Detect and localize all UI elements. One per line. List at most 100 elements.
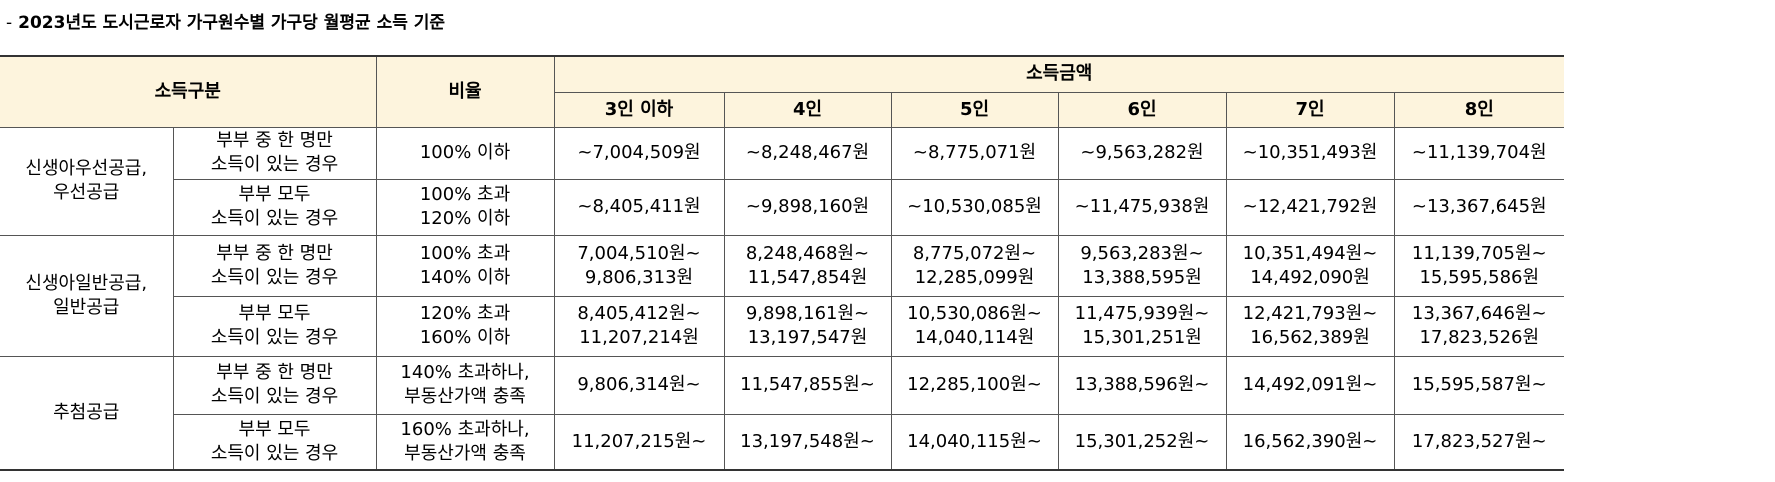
amount-cell: 9,563,283원~ 13,388,595원 [1057,234,1227,297]
cell-line: 15,595,586원 [1419,266,1540,288]
ratio-cell: 100% 초과 140% 이하 [375,234,555,297]
sub-category: 부부 중 한 명만 소득이 있는 경우 [172,355,377,415]
group-name: 신생아우선공급, 우선공급 [0,126,174,236]
cell-line: 소득이 있는 경우 [210,442,339,464]
cell-line: 17,823,526원 [1419,327,1540,348]
amount-cell: 13,388,596원~ [1057,355,1227,415]
cell-line: 일반공급 [53,296,120,318]
ratio-cell: 160% 초과하나, 부동산가액 충족 [375,413,555,471]
cell-line: 부부 중 한 명만 [216,362,333,383]
cell-line: ~10,351,493원 [1242,142,1378,163]
cell-line: 13,388,595원 [1082,266,1202,288]
amount-cell: 8,775,072원~ 12,285,099원 [890,234,1059,297]
amount-cell: 13,367,646원~ 17,823,526원 [1393,295,1564,357]
amount-cell: 10,351,494원~ 14,492,090원 [1225,234,1395,297]
cell-line: ~8,248,467원 [745,142,870,163]
cell-line: 16,562,389원 [1250,327,1370,348]
cell-line: 11,207,215원~ [571,430,707,452]
amount-cell: 12,285,100원~ [890,355,1059,415]
ratio-cell: 140% 초과하나, 부동산가액 충족 [375,355,555,415]
header-row-2: 3인 이하 4인 5인 6인 7인 8인 [0,91,1564,128]
header-size: 6인 [1057,91,1227,128]
cell-line: 16,562,390원~ [1242,430,1378,452]
cell-line: 9,898,161원~ [745,303,870,324]
cell-line: 9,806,313원 [584,266,694,288]
cell-line: 140% 이하 [419,266,511,288]
cell-line: 소득이 있는 경우 [210,266,339,288]
cell-line: 12,421,793원~ [1242,303,1378,324]
cell-line: 8,775,072원~ [912,242,1037,264]
cell-line: 13,367,646원~ [1411,303,1547,324]
cell-line: 10,351,494원~ [1242,242,1378,264]
amount-cell: 9,898,161원~ 13,197,547원 [723,295,892,357]
table-row: 부부 모두 소득이 있는 경우 160% 초과하나, 부동산가액 충족 11,207,2… [0,413,1564,471]
amount-cell: ~8,248,467원 [723,126,892,180]
header-row-1: 소득구분 비율 소득금액 [0,55,1564,128]
title-text: 2023년도 도시근로자 가구원수별 가구당 월평균 소득 기준 [18,13,446,33]
amount-cell: ~10,530,085원 [890,178,1059,236]
cell-line: 14,492,091원~ [1242,374,1378,395]
cell-line: 13,388,596원~ [1074,374,1210,395]
sub-category: 부부 모두 소득이 있는 경우 [172,295,377,357]
amount-cell: 9,806,314원~ [553,355,725,415]
amount-cell: 11,475,939원~ 15,301,251원 [1057,295,1227,357]
cell-line: 12,285,099원 [914,266,1035,288]
header-size: 5인 [890,91,1059,128]
cell-line: 8,248,468원~ [745,242,870,264]
cell-line: 120% 이하 [419,208,511,229]
cell-line: 부부 중 한 명만 [216,242,333,264]
cell-line: ~13,367,645원 [1411,196,1547,217]
amount-cell: 14,492,091원~ [1225,355,1395,415]
cell-line: 부부 중 한 명만 [216,130,333,151]
cell-line: 9,806,314원~ [577,374,701,395]
amount-cell: 11,547,855원~ [723,355,892,415]
income-table: 소득구분 비율 소득금액 3인 이하 4인 5인 6인 7인 8인 신생아우선공… [0,55,1564,471]
header-size: 8인 [1393,91,1564,128]
ratio-cell: 120% 초과 160% 이하 [375,295,555,357]
cell-line: 14,040,114원 [914,327,1035,348]
table-row: 부부 모두 소득이 있는 경우 120% 초과 160% 이하 8,405,412원~ 1… [0,295,1564,357]
cell-line: 13,197,547원 [747,327,868,348]
cell-line: 11,547,854원 [747,266,868,288]
cell-line: 추첨공급 [53,401,120,423]
cell-line: 부부 모두 [238,184,311,205]
cell-line: 우선공급 [53,182,120,203]
amount-cell: ~8,775,071원 [890,126,1059,180]
header-size: 3인 이하 [553,91,725,128]
cell-line: ~9,898,160원 [745,196,870,217]
cell-line: 160% 이하 [419,327,511,348]
cell-line: 11,207,214원 [579,327,699,348]
cell-line: 11,475,939원~ [1074,303,1210,324]
cell-line: 100% 초과 [419,242,511,264]
cell-line: 신생아우선공급, [25,158,148,179]
amount-cell: 17,823,527원~ [1393,413,1564,471]
cell-line: ~8,775,071원 [912,142,1037,163]
cell-line: 11,547,855원~ [740,374,875,395]
cell-line: 15,301,251원 [1082,327,1202,348]
cell-line: 100% 초과 [419,184,511,205]
amount-cell: ~9,898,160원 [723,178,892,236]
cell-line: ~11,475,938원 [1074,196,1210,217]
group-name: 추첨공급 [0,355,174,471]
cell-line: 17,823,527원~ [1411,430,1547,452]
amount-cell: ~11,139,704원 [1393,126,1564,180]
cell-line: 14,492,090원 [1250,266,1370,288]
table-row: 부부 모두 소득이 있는 경우 100% 초과 120% 이하 ~8,405,411원 ~… [0,178,1564,236]
amount-cell: ~7,004,509원 [553,126,725,180]
header-size: 4인 [723,91,892,128]
table-row: 신생아우선공급, 우선공급 부부 중 한 명만 소득이 있는 경우 100% 이하 ~7,… [0,126,1564,236]
amount-cell: ~12,421,792원 [1225,178,1395,236]
cell-line: ~8,405,411원 [577,196,701,217]
amount-cell: 11,139,705원~ 15,595,586원 [1393,234,1564,297]
sub-category: 부부 모두 소득이 있는 경우 [172,178,377,236]
cell-line: 부동산가액 충족 [404,442,526,464]
cell-line: 160% 초과하나, [400,418,530,440]
cell-line: 소득이 있는 경우 [210,154,339,175]
amount-cell: 15,301,252원~ [1057,413,1227,471]
cell-line: 부부 모두 [238,303,311,324]
cell-line: 120% 초과 [419,303,511,324]
cell-line: ~11,139,704원 [1411,142,1547,163]
sub-category: 부부 모두 소득이 있는 경우 [172,413,377,471]
amount-cell: 11,207,215원~ [553,413,725,471]
header-amount: 소득금액 [553,55,1564,93]
